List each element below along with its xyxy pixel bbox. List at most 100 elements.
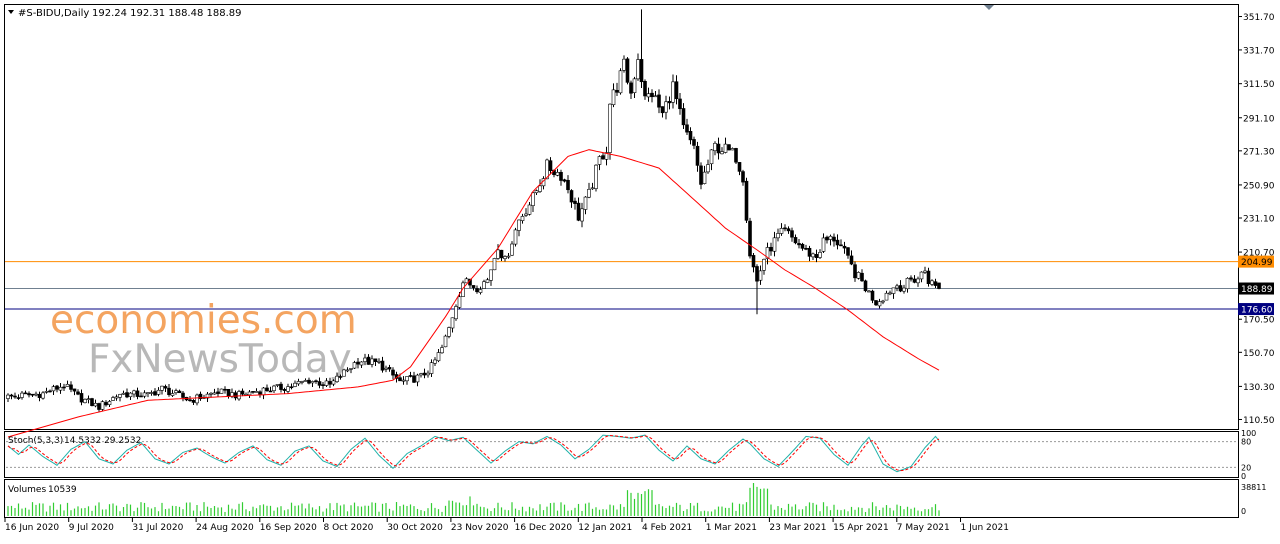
candle-body <box>559 171 563 181</box>
candle-body <box>730 148 735 151</box>
candle-body <box>615 90 619 93</box>
candle-body <box>44 391 49 393</box>
candle-body <box>177 390 182 394</box>
candle-body <box>744 180 749 221</box>
time-tick-label: 4 Feb 2021 <box>642 523 692 533</box>
candle-body <box>909 277 913 280</box>
moving-average <box>7 149 940 438</box>
candle-body <box>674 81 679 100</box>
candle-body <box>797 243 801 246</box>
candle-body <box>580 208 584 222</box>
candle-body <box>912 278 917 283</box>
candle-body <box>251 391 255 393</box>
candle-body <box>212 392 217 395</box>
candle-body <box>300 381 304 383</box>
candle-body <box>121 392 126 395</box>
candle-body <box>76 391 80 395</box>
candle-body <box>629 82 633 94</box>
candle-body <box>23 392 28 395</box>
candle-body <box>412 375 416 383</box>
candle-body <box>128 392 133 398</box>
candle-body <box>625 58 630 83</box>
candle-body <box>632 78 637 93</box>
candle-body <box>860 272 864 282</box>
shift-marker-icon[interactable] <box>984 5 994 10</box>
candle-body <box>16 397 21 399</box>
candle-body <box>510 243 514 256</box>
candle-body <box>520 216 525 221</box>
candle-body <box>254 391 259 393</box>
candle-body <box>702 171 707 184</box>
candle-body <box>604 152 609 160</box>
price-tick-label: 150.70 <box>1243 349 1275 359</box>
candle-body <box>650 92 654 98</box>
watermark-fxnewstoday: FxNewsToday <box>88 337 352 382</box>
candle-body <box>804 248 808 250</box>
candle-body <box>678 98 682 110</box>
candle-body <box>317 381 322 386</box>
candle-body <box>685 124 689 133</box>
candle-body <box>699 165 703 185</box>
candle-body <box>149 392 154 394</box>
price-pane-frame <box>4 4 1239 430</box>
time-tick-label: 24 Aug 2020 <box>196 523 254 533</box>
candle-body <box>793 237 798 244</box>
candle-body <box>363 357 367 362</box>
candle-body <box>849 255 854 265</box>
candle-body <box>667 101 672 104</box>
candle-body <box>125 392 129 398</box>
candle-body <box>419 373 423 376</box>
candle-body <box>531 192 535 206</box>
candle-body <box>786 228 791 232</box>
candle-body <box>191 400 196 403</box>
candle-body <box>163 386 168 389</box>
time-tick-label: 1 Jun 2021 <box>961 523 1009 533</box>
candle-body <box>828 235 833 240</box>
candle-body <box>373 358 378 362</box>
candle-body <box>391 369 395 376</box>
candle-body <box>258 391 262 395</box>
candle-body <box>748 220 752 257</box>
candle-body <box>811 253 815 258</box>
candle-body <box>720 151 724 155</box>
candle-body <box>499 249 504 259</box>
candle-body <box>583 196 588 210</box>
candle-body <box>478 289 483 293</box>
candle-body <box>275 384 280 386</box>
candle-body <box>548 160 553 171</box>
time-tick-label: 7 May 2021 <box>897 523 950 533</box>
candle-body <box>132 390 136 395</box>
candle-body <box>240 390 245 395</box>
candle-body <box>328 381 332 385</box>
volume-tick-label: 0 <box>1241 507 1246 516</box>
candle-body <box>289 386 294 389</box>
candle-body <box>590 187 595 190</box>
price-tick-label: 250.90 <box>1243 181 1275 191</box>
price-tick-label: 291.10 <box>1243 114 1275 124</box>
candle-body <box>174 390 178 393</box>
candle-body <box>898 285 903 292</box>
candle-body <box>538 185 542 192</box>
candle-body <box>104 402 108 406</box>
candle-body <box>713 142 717 152</box>
time-tick-label: 16 Sep 2020 <box>260 523 317 533</box>
candle-body <box>293 382 297 387</box>
candle-body <box>342 369 346 377</box>
horizontal-levels: 204.99 188.89 176.60 <box>5 255 1274 316</box>
candle-body <box>237 391 241 400</box>
candle-body <box>895 285 899 289</box>
candle-body <box>55 385 59 390</box>
price-tick-label: 110.50 <box>1243 416 1275 426</box>
candle-body <box>545 159 549 180</box>
candle-body <box>856 272 861 279</box>
candle-body <box>825 236 829 241</box>
candle-body <box>86 398 91 400</box>
candle-body <box>727 144 731 151</box>
dropdown-triangle-icon[interactable] <box>8 10 14 14</box>
candle-body <box>734 148 738 163</box>
candle-body <box>142 392 147 397</box>
candle-body <box>436 352 441 362</box>
